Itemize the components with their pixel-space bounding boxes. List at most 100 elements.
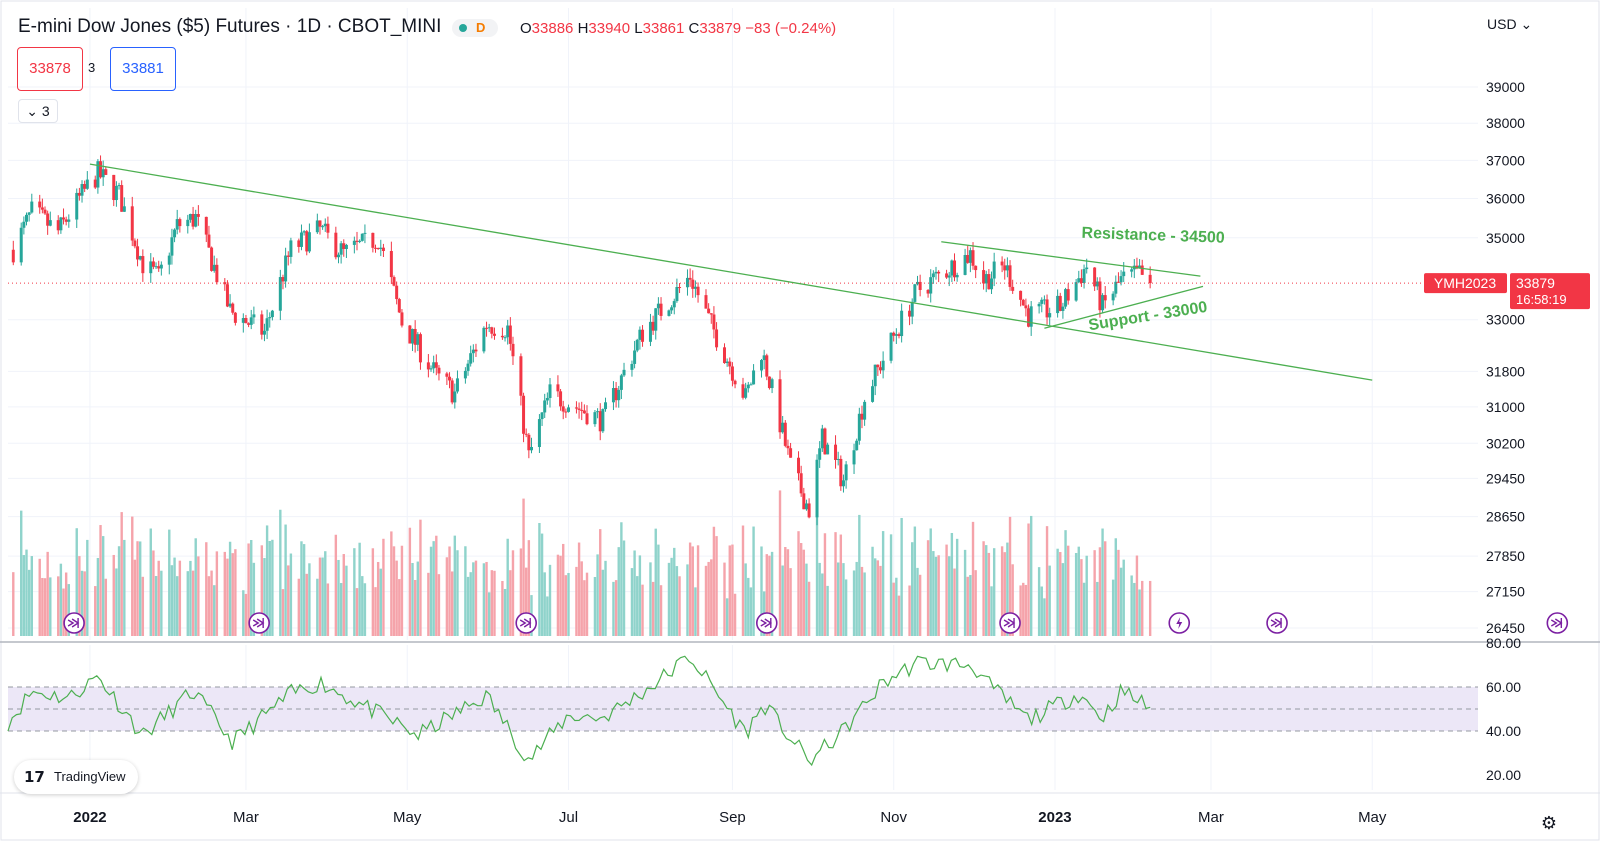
volume-bar	[1085, 555, 1088, 636]
volume-bar	[691, 546, 694, 636]
candle-body	[781, 422, 785, 433]
candle-body	[336, 254, 340, 258]
candle-body	[641, 329, 645, 342]
candle-body	[284, 255, 288, 282]
candle-body	[432, 362, 436, 369]
volume-bar	[765, 554, 768, 636]
candle-body	[1008, 265, 1012, 287]
volume-bar	[138, 541, 142, 636]
volume-bar	[969, 575, 972, 636]
volume-bar	[593, 576, 597, 636]
volume-bar	[419, 519, 422, 636]
candle-body	[992, 261, 996, 279]
volume-bar	[585, 572, 589, 636]
sell-button[interactable]: 33878	[17, 47, 83, 91]
volume-bar	[80, 570, 84, 636]
volume-bar	[580, 561, 583, 636]
volume-bar	[686, 564, 689, 636]
candle-body	[622, 369, 626, 376]
event-markers	[63, 612, 1569, 634]
volume-bar	[599, 529, 602, 636]
volume-bar	[860, 566, 864, 636]
candle-body	[892, 332, 896, 336]
candle-body	[947, 275, 951, 278]
candle-body	[1138, 265, 1142, 269]
event-arrow-icon[interactable]	[1546, 612, 1569, 634]
candle-body	[170, 237, 174, 256]
candle-body	[1130, 269, 1134, 272]
volume-bar	[525, 567, 528, 636]
candle-body	[1077, 278, 1081, 283]
tradingview-logo[interactable]: 𝟭𝟳 TradingView	[14, 760, 138, 794]
volume-bar	[955, 538, 959, 636]
event-arrow-icon[interactable]	[248, 612, 270, 634]
trendline	[941, 241, 1201, 277]
volume-bar	[281, 589, 285, 636]
volume-bar	[929, 528, 932, 636]
candle-body	[963, 255, 967, 275]
volume-bar	[152, 550, 155, 636]
candle-body	[326, 223, 330, 233]
candle-body	[871, 386, 875, 402]
candle-body	[915, 281, 919, 285]
market-status-badge[interactable]: D	[452, 19, 498, 37]
candle-body	[860, 413, 864, 420]
candle-body	[104, 169, 108, 175]
volume-bar	[1093, 550, 1096, 636]
candle-body	[881, 360, 885, 371]
candle-body	[844, 464, 848, 481]
volume-bar	[522, 498, 525, 636]
candle-body	[59, 217, 63, 231]
volume-bar	[805, 563, 808, 636]
indicators-toggle-button[interactable]: ⌄ 3	[18, 99, 58, 123]
lightning-marker-icon[interactable]	[1168, 612, 1191, 634]
volume-bar	[1011, 564, 1014, 636]
volume-bar	[744, 563, 747, 636]
volume-bar	[456, 550, 459, 636]
candle-body	[527, 434, 531, 451]
candle-body	[194, 214, 198, 227]
candle-body	[937, 271, 941, 274]
buy-button[interactable]: 33881	[110, 47, 176, 91]
candle-body	[889, 332, 893, 361]
candle-body	[80, 184, 84, 196]
candle-body	[1005, 265, 1009, 271]
volume-bar	[1133, 582, 1136, 636]
candle-body	[22, 221, 26, 228]
event-arrow-icon[interactable]	[755, 612, 778, 634]
volume-bar	[723, 562, 726, 636]
volume-bar	[974, 570, 977, 636]
candle-body	[450, 380, 454, 403]
candle-body	[136, 246, 140, 260]
volume-bar	[226, 558, 229, 636]
volume-bar	[83, 571, 86, 636]
candle-body	[984, 274, 988, 284]
volume-bar	[382, 538, 385, 636]
volume-bar	[22, 555, 26, 636]
candle-body	[1079, 278, 1083, 284]
candle-body	[339, 243, 343, 255]
candle-body	[506, 325, 510, 338]
volume-bar	[633, 550, 636, 636]
event-arrow-icon[interactable]	[999, 612, 1021, 634]
volume-bar	[992, 548, 996, 636]
event-arrow-icon[interactable]	[1266, 612, 1288, 634]
currency-selector[interactable]: USD ⌄	[1487, 16, 1532, 33]
price-badge-value: 33879	[1516, 275, 1555, 291]
candle-body	[487, 327, 491, 329]
candle-body	[1024, 305, 1028, 309]
candle-body	[19, 227, 23, 263]
candle-body	[133, 240, 137, 247]
event-arrow-icon[interactable]	[63, 612, 85, 634]
volume-bar	[1061, 563, 1065, 636]
settings-gear-icon[interactable]: ⚙	[1541, 813, 1557, 833]
candle-body	[1056, 295, 1060, 314]
event-arrow-icon[interactable]	[515, 612, 538, 634]
candle-body	[1027, 308, 1031, 327]
volume-bar	[363, 583, 367, 636]
volume-bar	[149, 528, 152, 636]
volume-bar	[985, 545, 988, 636]
candle-body	[159, 264, 163, 269]
candle-body	[630, 363, 634, 370]
